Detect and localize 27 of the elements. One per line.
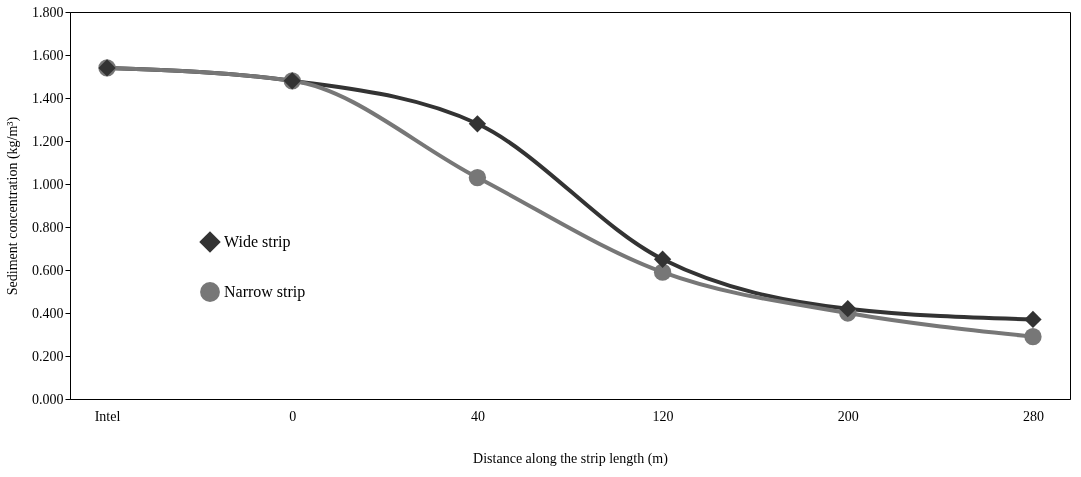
y-tick-label: 0.800 <box>32 219 64 235</box>
x-tick-label: 0 <box>289 408 297 424</box>
point <box>468 168 487 187</box>
point <box>1024 328 1042 346</box>
x-tick-label: 120 <box>652 408 674 424</box>
y-tick-label: 0.200 <box>32 348 64 364</box>
x-tick-label: 40 <box>470 408 485 424</box>
x-tick-label: 200 <box>837 408 859 424</box>
y-tick-label: 0.600 <box>32 262 64 278</box>
legend-label: Wide strip <box>224 233 291 251</box>
y-tick-label: 0.000 <box>32 391 64 407</box>
y-tick-label: 1.000 <box>32 176 64 192</box>
x-tick-label: 280 <box>1022 408 1044 424</box>
y-axis-title: Sediment concentration (kg/m³) <box>5 116 21 296</box>
y-tick-label: 0.400 <box>32 305 64 321</box>
legend-label: Narrow strip <box>224 283 306 301</box>
y-tick-label: 1.200 <box>32 133 64 149</box>
y-tick-label: 1.800 <box>32 4 64 20</box>
point <box>839 300 857 318</box>
y-tick-label: 1.400 <box>32 90 64 106</box>
point <box>653 250 672 268</box>
x-axis-title: Distance along the strip length (m) <box>473 450 669 467</box>
point <box>653 263 672 281</box>
x-tick-label: Intel <box>94 408 121 424</box>
point <box>468 115 487 133</box>
point <box>1024 310 1042 329</box>
y-tick-label: 1.600 <box>32 47 64 63</box>
